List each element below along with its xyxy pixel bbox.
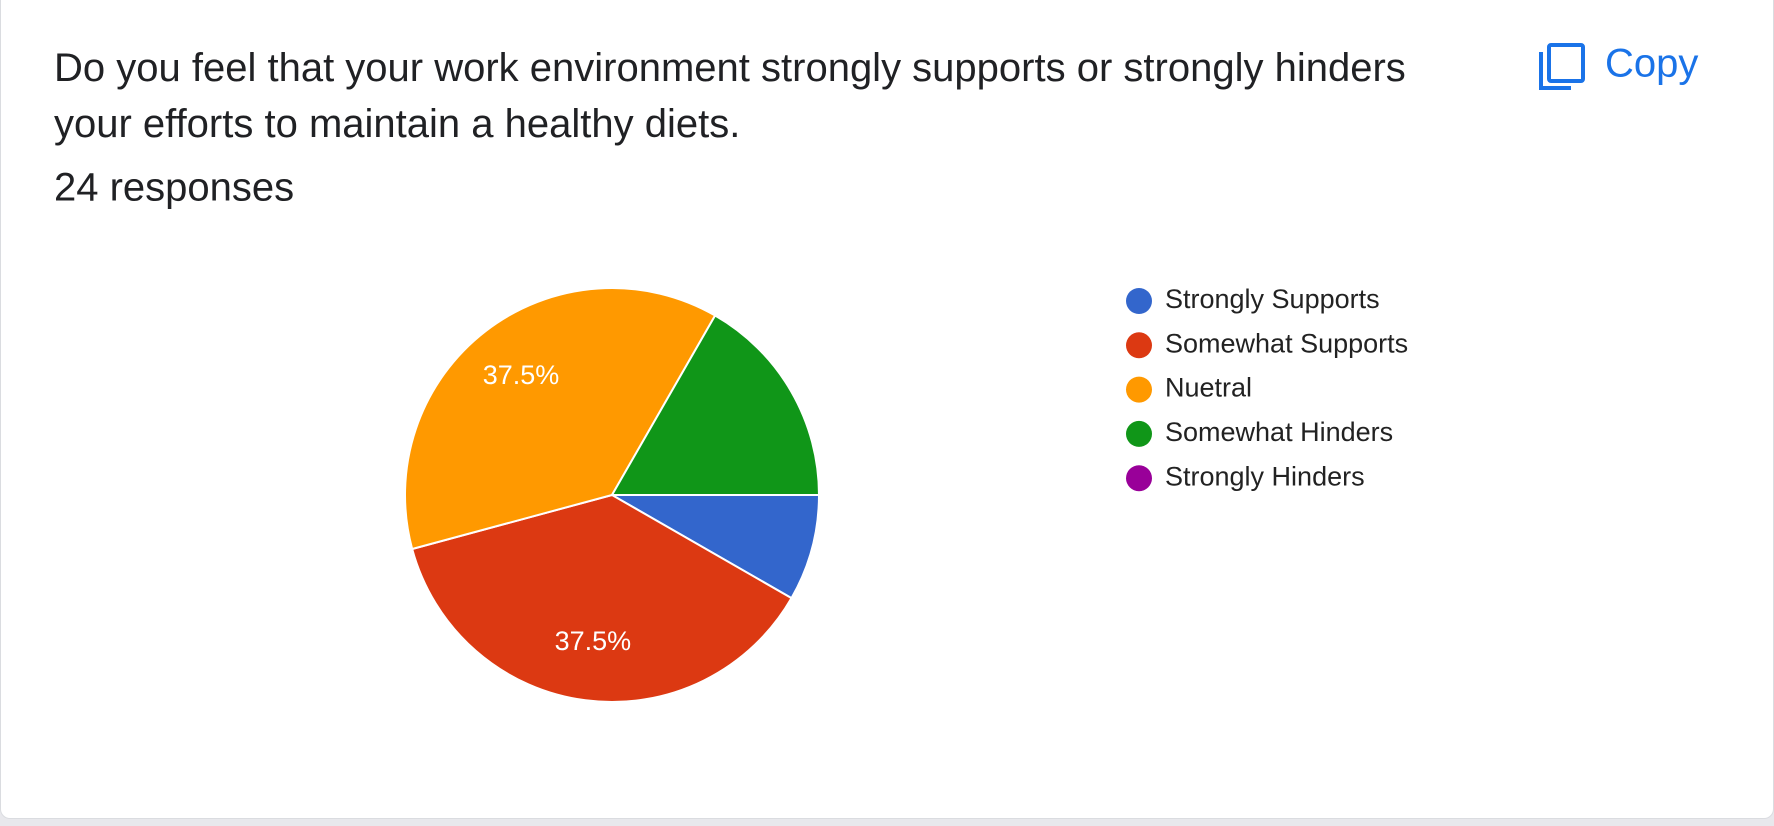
copy-icon (1539, 52, 1571, 90)
legend-swatch (1126, 465, 1152, 492)
chart-subtitle: 24 responses (54, 166, 294, 210)
copy-icon (1547, 43, 1585, 83)
pie-slice (404, 287, 717, 551)
legend-label: Strongly Supports (1165, 284, 1380, 314)
copy-button[interactable]: Copy (1539, 42, 1698, 90)
pie-slice (410, 493, 793, 703)
legend-label: Strongly Hinders (1165, 461, 1365, 491)
legend-label: Somewhat Hinders (1165, 417, 1393, 447)
pie-slice (610, 314, 821, 496)
pie-slice (608, 494, 821, 600)
chart-title: Do you feel that your work environment s… (54, 46, 1406, 146)
legend-label: Somewhat Supports (1165, 328, 1408, 358)
copy-label[interactable]: Copy (1605, 42, 1698, 86)
data-label: 37.5% (555, 626, 632, 656)
legend-swatch (1126, 420, 1152, 447)
legend-label: Nuetral (1165, 373, 1252, 403)
legend-swatch (1126, 376, 1152, 403)
legend-swatch (1126, 288, 1152, 314)
legend-swatch (1126, 332, 1152, 359)
data-label: 37.5% (483, 360, 560, 390)
